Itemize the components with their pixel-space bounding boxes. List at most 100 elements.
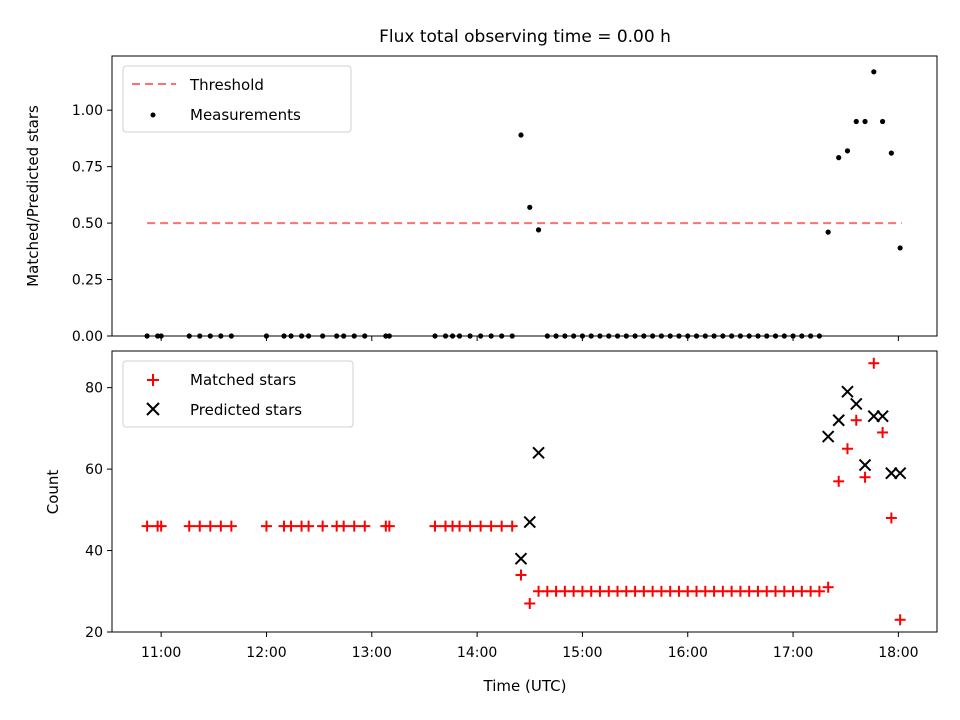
matched-star-point — [183, 520, 195, 532]
measurement-point — [897, 245, 903, 251]
bottom-axes-frame — [111, 350, 938, 633]
bottom-x-tick-label: 18:00 — [878, 645, 918, 661]
bottom-x-tick-label: 13:00 — [352, 645, 392, 661]
predicted-star-point — [850, 397, 863, 411]
matched-star-point — [894, 614, 906, 626]
legend-predicted-label: Predicted stars — [190, 401, 302, 419]
measurement-point — [844, 148, 851, 154]
legend-measurements-swatch — [150, 112, 156, 118]
bottom-legend-box — [122, 360, 354, 428]
legend-measurements-label: Measurements — [190, 106, 301, 124]
matched-star-point — [155, 520, 167, 532]
matched-star-point — [485, 520, 497, 532]
measurement-point — [825, 229, 831, 235]
matched-star-point — [454, 520, 466, 532]
measurement-point — [535, 227, 542, 233]
measurement-point — [862, 118, 868, 125]
matched-star-point — [841, 443, 853, 455]
matched-star-point — [850, 414, 862, 426]
top-y-tick-label: 1.00 — [72, 103, 103, 119]
measurement-point — [836, 155, 842, 161]
top-y-axis-label: Matched/Predicted stars — [24, 105, 42, 287]
legend-matched-label: Matched stars — [190, 371, 296, 389]
bottom-plot-area — [141, 357, 907, 626]
matched-star-point — [429, 520, 441, 532]
predicted-star-point — [876, 409, 889, 423]
matched-star-point — [225, 520, 237, 532]
top-y-tick-label: 0.00 — [72, 329, 103, 345]
matched-star-point — [194, 520, 206, 532]
matched-star-point — [141, 520, 153, 532]
top-panel: Flux total observing time = 0.00 h 0.000… — [24, 27, 938, 345]
bottom-y-ticks: 20 40 60 80 — [85, 381, 112, 641]
matched-star-point — [859, 471, 871, 483]
measurement-point — [853, 118, 859, 125]
matched-star-point — [317, 520, 329, 532]
matched-star-point — [359, 520, 371, 532]
measurement-point — [527, 204, 533, 210]
matched-star-point — [496, 520, 508, 532]
top-y-tick-label: 0.25 — [72, 273, 103, 289]
legend-predicted-swatch — [146, 402, 160, 416]
top-title: Flux total observing time = 0.00 h — [379, 27, 671, 47]
top-y-tick-label: 0.50 — [72, 216, 103, 232]
matched-star-point — [348, 520, 360, 532]
bottom-x-tick-label: 16:00 — [668, 645, 708, 661]
bottom-y-tick-label: 20 — [85, 625, 103, 641]
predicted-star-point — [821, 430, 835, 443]
matched-star-point — [833, 475, 845, 487]
matched-star-point — [877, 426, 889, 438]
predicted-star-point — [523, 515, 536, 529]
matched-star-point — [285, 520, 297, 532]
predicted-star-point — [832, 414, 845, 427]
bottom-x-tick-label: 15:00 — [562, 645, 602, 661]
predicted-star-point — [858, 458, 872, 472]
top-x-ticks — [160, 336, 899, 341]
measurement-point — [871, 69, 877, 75]
matched-star-point — [464, 520, 476, 532]
matched-star-point — [813, 585, 825, 597]
bottom-x-axis-label: Time (UTC) — [483, 677, 567, 695]
legend-threshold-label: Threshold — [189, 76, 264, 94]
bottom-y-tick-label: 60 — [85, 462, 103, 478]
matched-star-point — [215, 520, 227, 532]
top-axes-frame — [111, 55, 938, 337]
bottom-x-tick-label: 17:00 — [773, 645, 813, 661]
predicted-star-point — [893, 466, 907, 480]
matched-star-point — [885, 512, 897, 524]
matched-star-point — [868, 357, 880, 369]
matched-star-point — [524, 597, 536, 609]
matched-star-point — [822, 581, 834, 593]
bottom-x-tick-label: 11:00 — [141, 645, 181, 661]
top-y-ticks: 0.00 0.25 0.50 0.75 1.00 — [72, 103, 112, 345]
predicted-star-point — [514, 552, 528, 565]
legend-matched-swatch — [147, 374, 159, 386]
bottom-y-tick-label: 80 — [85, 381, 103, 397]
matched-star-point — [338, 520, 350, 532]
predicted-star-point — [885, 466, 898, 480]
matched-star-point — [204, 520, 216, 532]
predicted-star-point — [867, 409, 881, 423]
matched-star-point — [383, 520, 395, 532]
matched-star-point — [303, 520, 315, 532]
top-legend: Threshold Measurements — [122, 65, 352, 133]
bottom-legend: Matched stars Predicted stars — [122, 360, 354, 428]
matched-star-point — [475, 520, 487, 532]
bottom-x-tick-label: 14:00 — [457, 645, 497, 661]
predicted-star-point — [532, 446, 545, 460]
predicted-star-point — [841, 385, 854, 398]
top-legend-box — [122, 65, 352, 133]
measurement-point — [888, 150, 894, 156]
bottom-x-tick-label: 12:00 — [246, 645, 286, 661]
matched-star-point — [515, 569, 527, 581]
measurement-point — [879, 118, 886, 125]
top-y-tick-label: 0.75 — [72, 160, 103, 176]
matched-star-point — [506, 520, 518, 532]
measurement-point — [518, 132, 524, 138]
bottom-x-ticks: 11:00 12:00 13:00 14:00 15:00 16:00 17:00 18:00 — [141, 632, 919, 661]
bottom-y-tick-label: 40 — [85, 544, 103, 560]
bottom-y-axis-label: Count — [44, 470, 62, 515]
matched-star-point — [260, 520, 272, 532]
